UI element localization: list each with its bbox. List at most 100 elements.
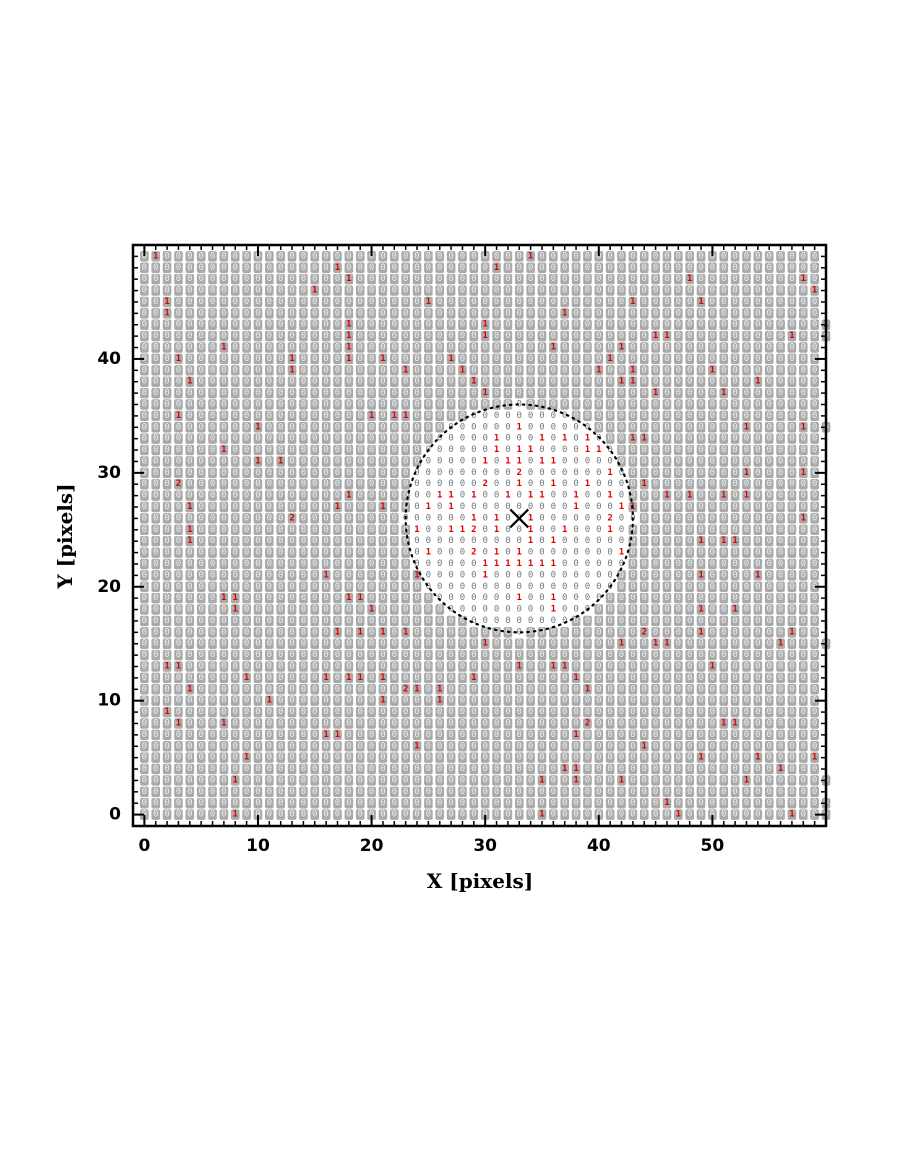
pixel-count: 0 — [448, 627, 453, 637]
pixel-count: 0 — [744, 536, 749, 546]
pixel-count: 0 — [437, 627, 442, 637]
pixel — [196, 763, 206, 775]
pixel-count: 0 — [505, 388, 510, 398]
pixel-count: 0 — [721, 456, 726, 466]
pixel-count: 0 — [755, 707, 760, 717]
pixel-count: 0 — [426, 775, 431, 785]
pixel-count: 0 — [255, 810, 260, 820]
pixel-count: 0 — [426, 730, 431, 740]
pixel-count: 0 — [448, 536, 453, 546]
pixel-count: 0 — [358, 810, 363, 820]
pixel-count: 0 — [482, 764, 487, 774]
pixel-count: 0 — [448, 559, 453, 569]
pixel-count: 0 — [801, 798, 806, 808]
pixel-count: 0 — [596, 456, 601, 466]
pixel — [480, 786, 490, 798]
pixel-count: 0 — [505, 673, 510, 683]
pixel-count: 0 — [801, 445, 806, 455]
pixel-count: 0 — [221, 377, 226, 387]
pixel — [617, 775, 626, 786]
pixel-count: 0 — [755, 787, 760, 797]
pixel-count: 0 — [505, 696, 510, 706]
pixel-count: 0 — [812, 775, 817, 785]
pixel-count: 0 — [664, 525, 669, 535]
pixel — [378, 797, 388, 809]
pixel-count: 0 — [426, 639, 431, 649]
pixel — [333, 763, 342, 775]
pixel-count: 0 — [198, 616, 203, 626]
pixel-count: 0 — [358, 582, 363, 592]
pixel-count: 0 — [551, 775, 556, 785]
pixel-count: 0 — [448, 399, 453, 409]
pixel-count: 1 — [562, 662, 567, 672]
pixel-count: 0 — [539, 536, 544, 546]
pixel-count: 0 — [778, 798, 783, 808]
pixel — [810, 809, 819, 820]
pixel-count: 1 — [551, 593, 556, 603]
pixel-count: 0 — [380, 798, 385, 808]
pixel-count: 1 — [221, 593, 226, 603]
pixel — [458, 775, 467, 786]
pixel-count: 0 — [801, 434, 806, 444]
pixel-count: 0 — [335, 764, 340, 774]
pixel-count: 0 — [437, 582, 442, 592]
pixel-count: 0 — [607, 753, 612, 763]
pixel — [265, 763, 274, 775]
pixel-count: 0 — [801, 718, 806, 728]
pixel — [299, 775, 308, 786]
pixel — [583, 786, 592, 798]
pixel — [810, 786, 819, 798]
pixel-count: 0 — [346, 798, 351, 808]
pixel-count: 0 — [653, 684, 658, 694]
pixel-count: 0 — [335, 570, 340, 580]
pixel — [140, 797, 149, 809]
pixel-count: 0 — [755, 639, 760, 649]
pixel-count: 0 — [732, 354, 737, 364]
pixel-count: 1 — [744, 491, 749, 501]
pixel-count: 0 — [244, 764, 249, 774]
pixel-count: 0 — [505, 582, 510, 592]
pixel-count: 0 — [278, 582, 283, 592]
pixel-count: 0 — [687, 377, 692, 387]
pixel — [401, 797, 410, 809]
pixel-count: 0 — [687, 730, 692, 740]
pixel-count: 0 — [710, 616, 715, 626]
pixel-count: 1 — [721, 536, 726, 546]
pixel-count: 0 — [551, 582, 556, 592]
pixel-count: 0 — [562, 456, 567, 466]
pixel-count: 0 — [221, 513, 226, 523]
pixel-count: 0 — [551, 696, 556, 706]
pixel-count: 0 — [426, 787, 431, 797]
pixel-count: 0 — [687, 479, 692, 489]
pixel-count: 0 — [482, 422, 487, 432]
pixel-count: 0 — [369, 354, 374, 364]
pixel-count: 0 — [494, 662, 499, 672]
pixel-count: 0 — [289, 456, 294, 466]
pixel-count: 0 — [755, 559, 760, 569]
pixel-count: 1 — [517, 548, 522, 558]
pixel — [673, 763, 683, 775]
pixel-count: 1 — [403, 365, 408, 375]
pixel-count: 0 — [494, 673, 499, 683]
pixel-count: 0 — [312, 422, 317, 432]
pixel-count: 0 — [323, 662, 328, 672]
pixel-count: 0 — [437, 343, 442, 353]
pixel-count: 0 — [562, 582, 567, 592]
pixel-count: 0 — [187, 365, 192, 375]
pixel-count: 0 — [664, 650, 669, 660]
pixel — [299, 786, 308, 798]
pixel-count: 0 — [482, 502, 487, 512]
pixel-count: 0 — [744, 650, 749, 660]
pixel-count: 0 — [744, 787, 749, 797]
pixel-count: 0 — [255, 650, 260, 660]
pixel-count: 0 — [766, 764, 771, 774]
pixel-count: 1 — [482, 559, 487, 569]
pixel-count: 0 — [346, 787, 351, 797]
pixel-count: 1 — [244, 753, 249, 763]
pixel-count: 0 — [596, 468, 601, 478]
pixel-count: 0 — [619, 479, 624, 489]
pixel-count: 0 — [358, 787, 363, 797]
pixel-count: 0 — [358, 548, 363, 558]
pixel-count: 0 — [301, 491, 306, 501]
pixel-count: 0 — [414, 764, 419, 774]
